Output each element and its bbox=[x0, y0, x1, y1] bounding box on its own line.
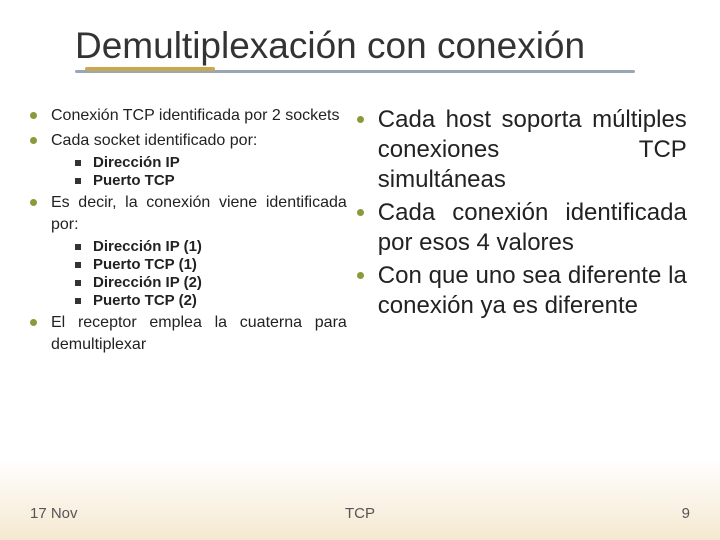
square-icon bbox=[75, 160, 81, 166]
bullet-text: Con que uno sea diferente la conexión ya… bbox=[378, 261, 687, 321]
list-item: Es decir, la conexión viene identificada… bbox=[30, 192, 347, 235]
sub-text: Dirección IP bbox=[93, 154, 180, 171]
right-column: Cada host soporta múltiples conexiones T… bbox=[357, 105, 687, 359]
bullet-text: Conexión TCP identificada por 2 sockets bbox=[51, 105, 339, 127]
bullet-icon bbox=[30, 319, 37, 326]
page-title: Demultiplexación con conexión bbox=[75, 25, 680, 67]
sub-list: Dirección IP (1) Puerto TCP (1) Direcció… bbox=[30, 238, 347, 309]
sub-text: Puerto TCP (1) bbox=[93, 256, 197, 273]
bullet-text: Cada socket identificado por: bbox=[51, 130, 257, 152]
square-icon bbox=[75, 298, 81, 304]
content-area: Conexión TCP identificada por 2 sockets … bbox=[0, 90, 720, 359]
bullet-icon bbox=[357, 116, 364, 123]
underline-accent bbox=[85, 67, 215, 71]
square-icon bbox=[75, 280, 81, 286]
bullet-text: Cada conexión identificada por esos 4 va… bbox=[378, 198, 687, 258]
sub-text: Dirección IP (1) bbox=[93, 238, 202, 255]
bullet-text: El receptor emplea la cuaterna para demu… bbox=[51, 312, 347, 355]
square-icon bbox=[75, 262, 81, 268]
list-item: Cada conexión identificada por esos 4 va… bbox=[357, 198, 687, 258]
sub-item: Dirección IP bbox=[75, 154, 347, 171]
slide: Demultiplexación con conexión Conexión T… bbox=[0, 0, 720, 540]
list-item: Cada host soporta múltiples conexiones T… bbox=[357, 105, 687, 195]
left-column: Conexión TCP identificada por 2 sockets … bbox=[30, 105, 347, 359]
sub-text: Dirección IP (2) bbox=[93, 274, 202, 291]
sub-list: Dirección IP Puerto TCP bbox=[30, 154, 347, 189]
footer-topic: TCP bbox=[345, 505, 375, 522]
sub-text: Puerto TCP (2) bbox=[93, 292, 197, 309]
list-item: Conexión TCP identificada por 2 sockets bbox=[30, 105, 347, 127]
sub-item: Puerto TCP bbox=[75, 172, 347, 189]
bullet-icon bbox=[357, 272, 364, 279]
list-item: El receptor emplea la cuaterna para demu… bbox=[30, 312, 347, 355]
square-icon bbox=[75, 244, 81, 250]
footer: 17 Nov TCP 9 bbox=[0, 505, 720, 522]
bullet-icon bbox=[30, 112, 37, 119]
sub-item: Dirección IP (1) bbox=[75, 238, 347, 255]
title-underline bbox=[75, 70, 680, 80]
list-item: Con que uno sea diferente la conexión ya… bbox=[357, 261, 687, 321]
bullet-icon bbox=[30, 137, 37, 144]
bullet-text: Es decir, la conexión viene identificada… bbox=[51, 192, 347, 235]
sub-item: Dirección IP (2) bbox=[75, 274, 347, 291]
list-item: Cada socket identificado por: bbox=[30, 130, 347, 152]
sub-item: Puerto TCP (2) bbox=[75, 292, 347, 309]
bullet-icon bbox=[357, 209, 364, 216]
bullet-icon bbox=[30, 199, 37, 206]
sub-text: Puerto TCP bbox=[93, 172, 175, 189]
square-icon bbox=[75, 178, 81, 184]
bullet-text: Cada host soporta múltiples conexiones T… bbox=[378, 105, 687, 195]
footer-page-number: 9 bbox=[682, 505, 690, 522]
title-area: Demultiplexación con conexión bbox=[0, 0, 720, 90]
sub-item: Puerto TCP (1) bbox=[75, 256, 347, 273]
footer-date: 17 Nov bbox=[30, 505, 78, 522]
